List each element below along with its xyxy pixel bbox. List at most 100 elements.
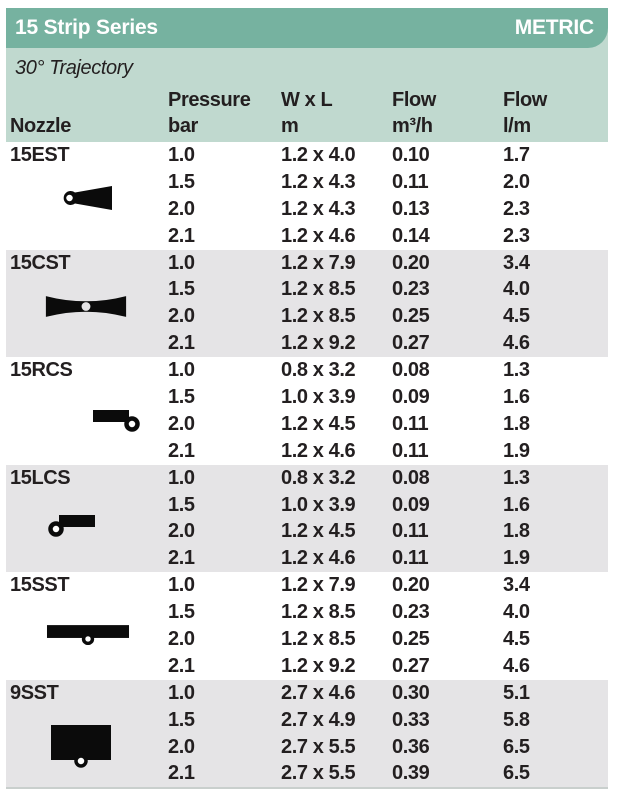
wxl-value: 1.2 x 4.3 [281,197,356,220]
nozzle-pattern-lcs-icon [48,511,96,539]
nozzle-cell: 15RCS [6,357,168,465]
pressure-value: 1.0 [168,251,195,274]
wxl-value: 1.2 x 4.5 [281,412,356,435]
nozzle-name: 15RCS [10,359,73,382]
flow-lm-value: 4.0 [503,278,530,301]
nozzle-name: 15SST [10,574,70,597]
nozzle-name: 15EST [10,144,70,166]
flow-m3h-value: 0.11 [392,520,429,543]
wxl-value: 1.2 x 8.5 [281,628,356,651]
flow-lm-value: 1.6 [503,386,530,409]
flow-lm-value: 2.3 [503,224,530,247]
wxl-value: 0.8 x 3.2 [281,466,356,489]
flow-lm-value: 2.0 [503,170,530,193]
pressure-value: 2.1 [168,654,195,677]
trajectory-label: 30° Trajectory [15,57,133,79]
column-header-nozzle: Nozzle [10,115,71,137]
pressure-value: 1.5 [168,493,195,516]
flow-lm-value: 1.8 [503,412,530,435]
pressure-value: 2.1 [168,439,195,462]
flow-m3h-value: 0.14 [392,224,430,247]
flow-lm-value: 2.3 [503,197,530,220]
pressure-value: 2.0 [168,520,195,543]
pressure-value: 2.1 [168,224,195,247]
pressure-value: 1.5 [168,278,195,301]
pressure-value: 1.0 [168,574,195,597]
flow-lm-value: 3.4 [503,251,530,274]
flow-m3h-value: 0.20 [392,251,430,274]
nozzle-pattern-rcs-icon [92,406,140,434]
flow-m3h-value: 0.10 [392,144,430,166]
nozzle-group: 9SST 1.0 2.7 x 4.6 0.30 5.1 1.5 2.7 x 4.9 0.33… [6,679,608,788]
flow-lm-value: 1.3 [503,359,530,382]
pressure-value: 2.0 [168,305,195,328]
flow-lm-value: 4.5 [503,305,530,328]
flow-lm-value: 5.8 [503,708,530,731]
nozzle-group: 15CST 1.0 1.2 x 7.9 0.20 3.4 1.5 1.2 x 8.5 0.2… [6,249,608,358]
flow-m3h-value: 0.25 [392,305,430,328]
wxl-value: 1.2 x 4.3 [281,170,356,193]
flow-lm-value: 1.6 [503,493,530,516]
flow-m3h-value: 0.11 [392,547,429,570]
wxl-value: 1.0 x 3.9 [281,493,356,516]
pressure-value: 2.0 [168,735,195,758]
wxl-value: 1.2 x 4.6 [281,547,356,570]
flow-m3h-value: 0.08 [392,359,430,382]
pressure-value: 2.1 [168,762,195,785]
nozzle-group: 15RCS 1.0 0.8 x 3.2 0.08 1.3 1.5 1.0 x 3.9 0.0… [6,357,608,465]
wxl-value: 2.7 x 5.5 [281,762,356,785]
column-header-flow-m3h: Flow m³/h [392,89,436,137]
flow-lm-value: 4.6 [503,654,530,677]
flow-m3h-value: 0.39 [392,762,430,785]
column-header-pressure: Pressure bar [168,89,251,137]
pressure-value: 1.5 [168,386,195,409]
wxl-value: 1.2 x 4.6 [281,439,356,462]
pressure-value: 1.5 [168,170,195,193]
flow-m3h-value: 0.36 [392,735,430,758]
spec-sheet: 15 Strip Series METRIC 30° Trajectory No… [6,8,608,790]
flow-lm-value: 6.5 [503,735,530,758]
flow-m3h-value: 0.11 [392,439,429,462]
nozzle-group: 15EST 1.0 1.2 x 4.0 0.10 1.7 1.5 1.2 x 4.3 0.1… [6,142,608,250]
pressure-value: 1.5 [168,601,195,624]
wxl-value: 1.0 x 3.9 [281,386,356,409]
page-title: 15 Strip Series [15,16,158,39]
pressure-value: 1.0 [168,466,195,489]
flow-m3h-value: 0.25 [392,628,430,651]
pressure-value: 2.1 [168,547,195,570]
pressure-value: 1.5 [168,708,195,731]
nozzle-pattern-est-icon [62,184,112,212]
nozzle-pattern-sst15-icon [46,623,130,645]
wxl-value: 1.2 x 8.5 [281,305,356,328]
nozzle-name: 15LCS [10,466,71,489]
flow-m3h-value: 0.11 [392,170,429,193]
flow-lm-value: 1.3 [503,466,530,489]
wxl-value: 1.2 x 7.9 [281,251,356,274]
flow-lm-value: 4.6 [503,332,530,355]
table-header: 15 Strip Series METRIC 30° Trajectory No… [6,8,608,142]
flow-lm-value: 4.5 [503,628,530,651]
flow-lm-value: 1.8 [503,520,530,543]
nozzle-group: 15SST 1.0 1.2 x 7.9 0.20 3.4 1.5 1.2 x 8.5 0.2… [6,572,608,680]
flow-lm-value: 3.4 [503,574,530,597]
wxl-value: 1.2 x 7.9 [281,574,356,597]
flow-m3h-value: 0.13 [392,197,430,220]
units-badge: METRIC [514,16,594,39]
wxl-value: 1.2 x 4.0 [281,144,356,166]
table-body: 15EST 1.0 1.2 x 4.0 0.10 1.7 1.5 1.2 x 4.3 0.1… [6,142,608,790]
wxl-value: 1.2 x 4.5 [281,520,356,543]
flow-lm-value: 1.9 [503,439,530,462]
wxl-value: 1.2 x 8.5 [281,278,356,301]
flow-m3h-value: 0.23 [392,278,430,301]
flow-lm-value: 1.7 [503,144,530,166]
column-header-flow-lm: Flow l/m [503,89,547,137]
title-band: 15 Strip Series METRIC [6,8,608,48]
flow-m3h-value: 0.09 [392,493,430,516]
nozzle-name: 9SST [10,681,59,704]
pressure-value: 1.0 [168,144,195,166]
pressure-value: 2.1 [168,332,195,355]
